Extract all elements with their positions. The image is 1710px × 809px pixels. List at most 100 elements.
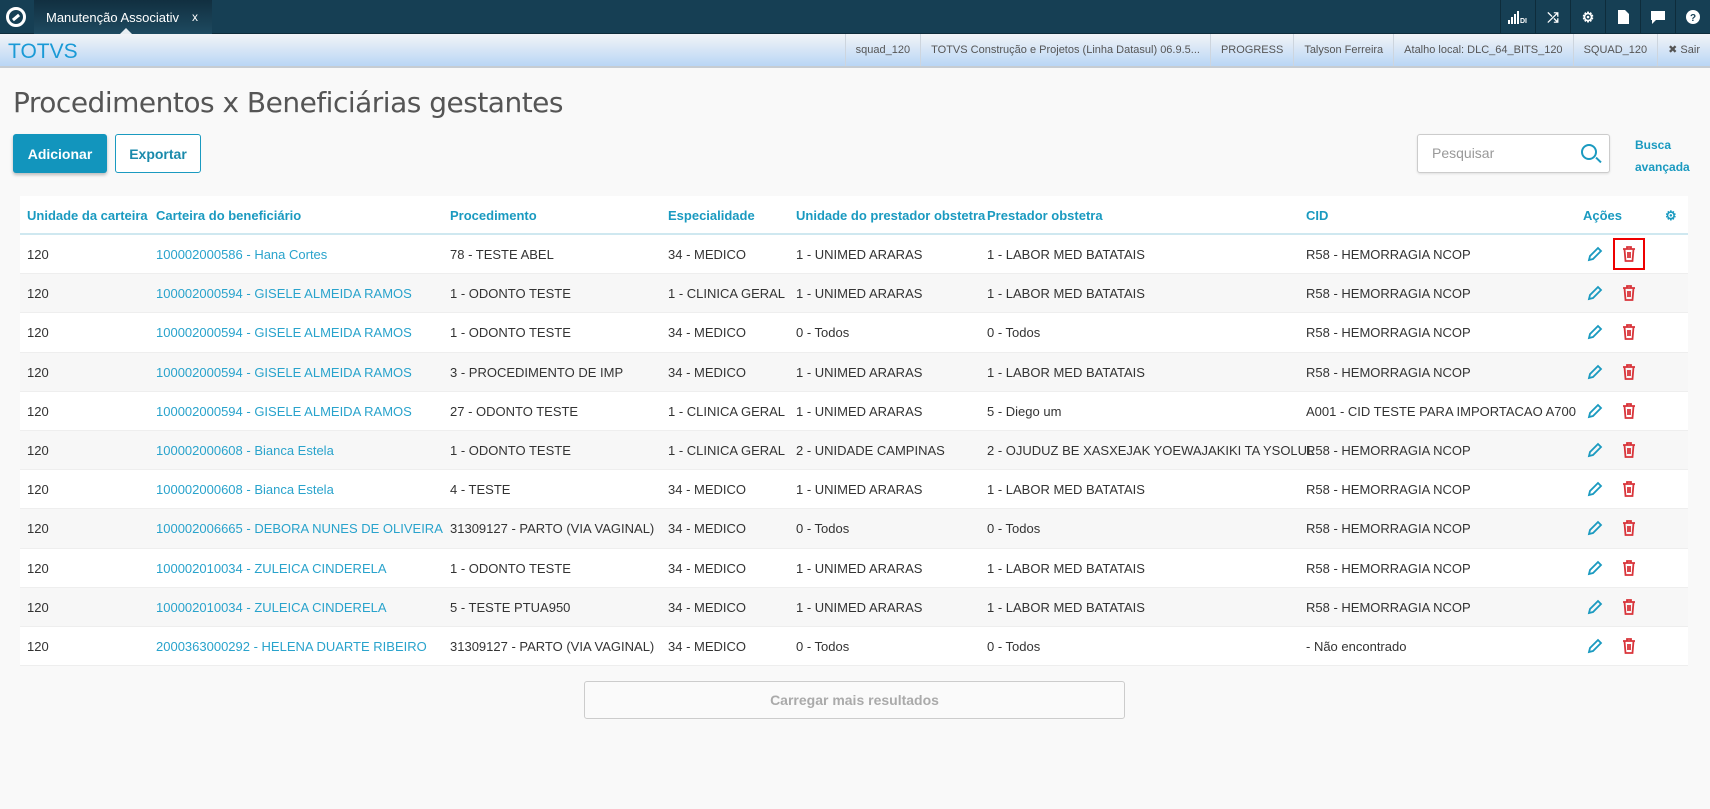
beneficiary-link[interactable]: 100002000608 - Bianca Estela (156, 442, 334, 458)
edit-pencil-icon[interactable] (1586, 441, 1604, 459)
table-cell: 34 - MEDICO (668, 560, 747, 576)
delete-trash-icon[interactable] (1620, 245, 1638, 263)
edit-pencil-icon[interactable] (1586, 245, 1604, 263)
table-cell: 5 - TESTE PTUA950 (450, 599, 571, 615)
delete-trash-icon[interactable] (1620, 598, 1638, 616)
table-cell: 2 - OJUDUZ BE XASXEJAK YOEWAJAKIKI TA YS… (987, 442, 1315, 458)
top-bar: Manutenção Associativ x DI ⤮ ⚙ ? (0, 0, 1710, 34)
shuffle-icon[interactable]: ⤮ (1535, 0, 1570, 34)
delete-trash-icon[interactable] (1620, 441, 1638, 459)
logout-button[interactable]: ✖ Sair (1657, 34, 1710, 66)
load-more-button[interactable]: Carregar mais resultados (584, 681, 1125, 719)
gear-icon[interactable]: ⚙ (1570, 0, 1605, 34)
signal-icon[interactable]: DI (1500, 0, 1535, 34)
table-cell: 34 - MEDICO (668, 325, 747, 341)
edit-pencil-icon[interactable] (1586, 519, 1604, 537)
edit-pencil-icon[interactable] (1586, 480, 1604, 498)
advanced-search-link[interactable]: Busca avançada (1635, 138, 1690, 174)
column-header[interactable]: Procedimento (450, 208, 537, 223)
table-cell: 120 (27, 247, 49, 262)
table-cell: 1 - ODONTO TESTE (450, 286, 571, 302)
table-row: 120 100002000608 - Bianca Estela 4 - TESTE… (20, 470, 1688, 510)
edit-pencil-icon[interactable] (1586, 323, 1604, 341)
column-header[interactable]: Unidade do prestador obstetra (796, 208, 986, 223)
table-cell: 0 - Todos (987, 521, 1041, 537)
table-cell: 120 (27, 286, 49, 302)
tab-title: Manutenção Associativ (46, 10, 179, 25)
table-cell: 1 - LABOR MED BATATAIS (987, 286, 1145, 302)
table-cell: 1 - UNIMED ARARAS (796, 482, 923, 498)
beneficiary-link[interactable]: 100002000594 - GISELE ALMEIDA RAMOS (156, 403, 412, 419)
document-icon[interactable] (1605, 0, 1640, 34)
column-header[interactable]: Especialidade (668, 208, 755, 223)
table-cell: 27 - ODONTO TESTE (450, 403, 579, 419)
table-cell: 120 (27, 364, 49, 380)
edit-pencil-icon[interactable] (1586, 402, 1604, 420)
tab-close-icon[interactable]: x (192, 10, 198, 24)
delete-trash-icon[interactable] (1620, 637, 1638, 655)
column-header[interactable]: Prestador obstetra (987, 208, 1103, 223)
export-button[interactable]: Exportar (115, 134, 201, 173)
table-header: Unidade da carteira Carteira do benefici… (20, 196, 1688, 235)
delete-trash-icon[interactable] (1620, 559, 1638, 577)
beneficiary-link[interactable]: 2000363000292 - HELENA DUARTE RIBEIRO (156, 638, 427, 654)
table-cell: 120 (27, 403, 49, 419)
table-cell: 34 - MEDICO (668, 482, 747, 498)
beneficiary-link[interactable]: 100002006665 - DEBORA NUNES DE OLIVEIRA (156, 521, 443, 537)
beneficiary-link[interactable]: 100002010034 - ZULEICA CINDERELA (156, 599, 387, 615)
delete-trash-icon[interactable] (1620, 284, 1638, 302)
info-bar: TOTVS squad_120 TOTVS Construção e Proje… (0, 34, 1710, 68)
beneficiary-link[interactable]: 100002000594 - GISELE ALMEIDA RAMOS (156, 325, 412, 341)
column-header[interactable]: Carteira do beneficiário (156, 208, 302, 223)
edit-pencil-icon[interactable] (1586, 598, 1604, 616)
table-row: 120 100002000594 - GISELE ALMEIDA RAMOS 1 … (20, 313, 1688, 353)
beneficiary-link[interactable]: 100002000594 - GISELE ALMEIDA RAMOS (156, 286, 412, 302)
search-input[interactable] (1432, 145, 1572, 161)
table-cell: 120 (27, 325, 49, 341)
table-row: 120 100002006665 - DEBORA NUNES DE OLIVEI… (20, 509, 1688, 549)
column-header[interactable]: CID (1306, 208, 1329, 223)
table-cell: 1 - UNIMED ARARAS (796, 599, 923, 615)
table-row: 120 100002010034 - ZULEICA CINDERELA 5 - T… (20, 587, 1688, 627)
beneficiary-link[interactable]: 100002010034 - ZULEICA CINDERELA (156, 560, 387, 576)
delete-trash-icon[interactable] (1620, 480, 1638, 498)
table-cell: 1 - LABOR MED BATATAIS (987, 482, 1145, 498)
add-button[interactable]: Adicionar (13, 134, 107, 173)
delete-trash-icon[interactable] (1620, 519, 1638, 537)
beneficiary-link[interactable]: 100002000594 - GISELE ALMEIDA RAMOS (156, 364, 412, 380)
totvs-logo-icon[interactable] (6, 7, 26, 27)
table-row: 120 100002000586 - Hana Cortes 78 - TESTE … (20, 235, 1688, 275)
info-environment: SQUAD_120 (1572, 34, 1658, 66)
table-cell: 1 - UNIMED ARARAS (796, 403, 923, 419)
column-header[interactable]: Unidade da carteira (27, 208, 148, 223)
info-database: PROGRESS (1209, 34, 1293, 66)
beneficiary-link[interactable]: 100002000586 - Hana Cortes (156, 247, 328, 262)
table-cell: 0 - Todos (987, 325, 1041, 341)
tab-manutencao[interactable]: Manutenção Associativ x (34, 0, 212, 34)
chat-icon[interactable] (1640, 0, 1675, 34)
brand: TOTVS (8, 40, 78, 63)
table-cell: 34 - MEDICO (668, 638, 747, 654)
column-settings-icon[interactable]: ⚙ (1665, 208, 1677, 223)
edit-pencil-icon[interactable] (1586, 363, 1604, 381)
table-cell: 31309127 - PARTO (VIA VAGINAL) (450, 638, 655, 654)
table-cell: 1 - UNIMED ARARAS (796, 560, 923, 576)
search-icon[interactable] (1581, 144, 1597, 160)
edit-pencil-icon[interactable] (1586, 284, 1604, 302)
info-company: TOTVS Construção e Projetos (Linha Datas… (920, 34, 1210, 66)
table-cell: 34 - MEDICO (668, 247, 747, 262)
edit-pencil-icon[interactable] (1586, 559, 1604, 577)
search-field[interactable] (1417, 134, 1610, 173)
table-cell: R58 - HEMORRAGIA NCOP (1306, 442, 1471, 458)
table-cell: 34 - MEDICO (668, 364, 747, 380)
table-cell: R58 - HEMORRAGIA NCOP (1306, 247, 1471, 262)
table-cell: 1 - UNIMED ARARAS (796, 247, 923, 262)
delete-trash-icon[interactable] (1620, 402, 1638, 420)
edit-pencil-icon[interactable] (1586, 637, 1604, 655)
beneficiary-link[interactable]: 100002000608 - Bianca Estela (156, 482, 334, 498)
table-row: 120 100002010034 - ZULEICA CINDERELA 1 - O… (20, 549, 1688, 588)
delete-trash-icon[interactable] (1620, 323, 1638, 341)
help-icon[interactable]: ? (1675, 0, 1710, 34)
info-shortcut: Atalho local: DLC_64_BITS_120 (1393, 34, 1572, 66)
delete-trash-icon[interactable] (1620, 363, 1638, 381)
